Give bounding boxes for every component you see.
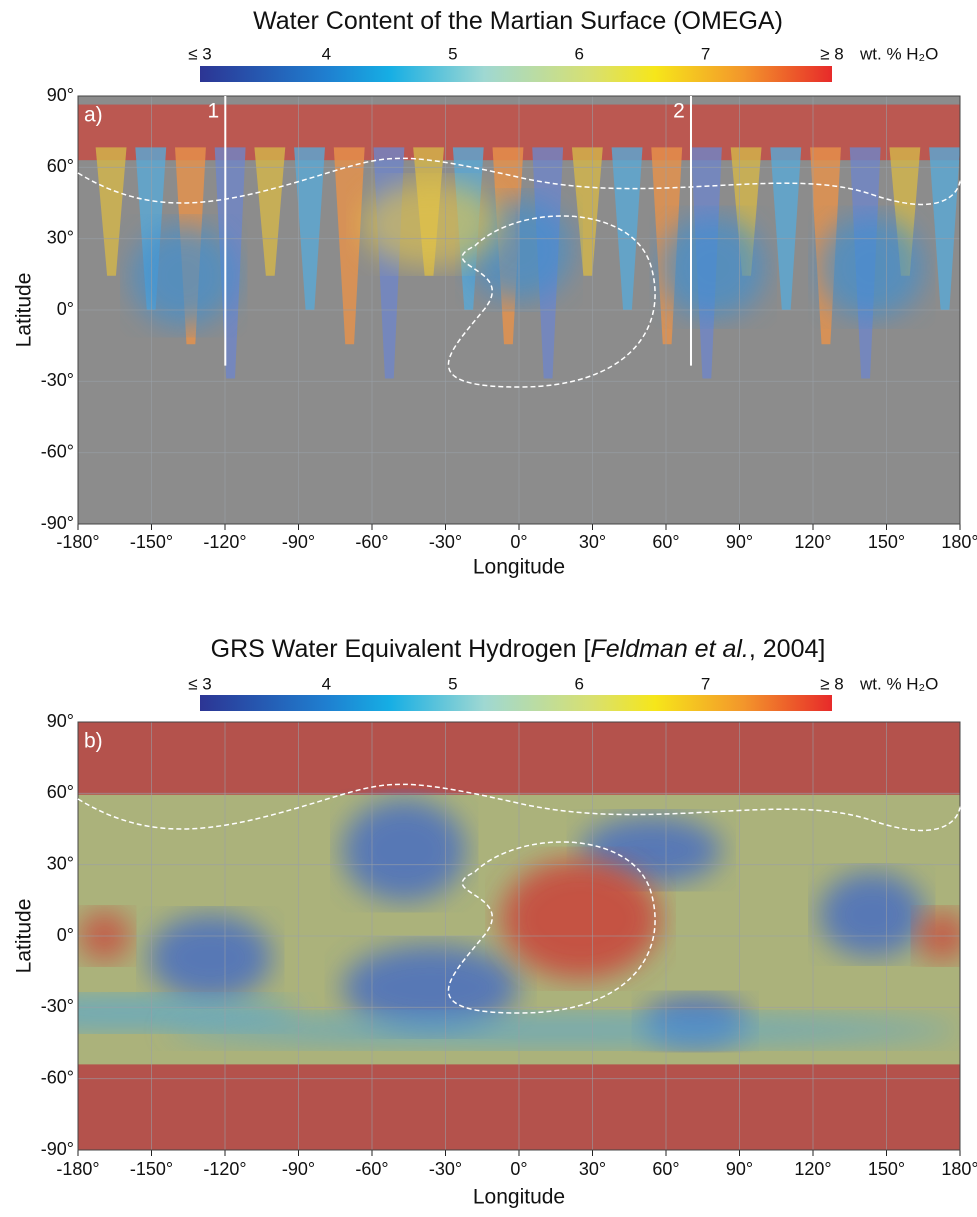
water-region — [149, 915, 272, 1001]
x-tick-label: 60° — [652, 1159, 679, 1179]
x-tick-label: 180° — [941, 1159, 977, 1179]
colorbar — [200, 66, 832, 82]
water-region — [819, 872, 925, 958]
colorbar-tick-label: 7 — [701, 44, 710, 63]
y-tick-label: -30° — [41, 370, 74, 390]
panel-label: b) — [84, 730, 103, 753]
colorbar-tick-label: 6 — [574, 44, 583, 63]
colorbar-tick-label: 6 — [574, 674, 583, 693]
colorbar-tick-label: 4 — [322, 674, 331, 693]
profile-label: 1 — [207, 100, 219, 123]
water-region — [131, 224, 237, 327]
colorbar-tick-label: ≤ 3 — [188, 674, 212, 693]
x-tick-label: 0° — [510, 532, 527, 552]
title-part: Feldman et al. — [590, 635, 748, 663]
x-tick-label: 60° — [652, 532, 679, 552]
y-tick-label: -90° — [41, 1139, 74, 1159]
panel-title: GRS Water Equivalent Hydrogen [Feldman e… — [211, 635, 826, 663]
x-axis-title: Longitude — [473, 1186, 565, 1209]
panel-title: Water Content of the Martian Surface (OM… — [253, 7, 783, 35]
y-axis-title: Latitude — [13, 899, 36, 974]
y-tick-label: 60° — [47, 782, 74, 802]
x-tick-label: 150° — [868, 532, 905, 552]
x-tick-label: -90° — [282, 1159, 315, 1179]
x-tick-label: -150° — [130, 1159, 173, 1179]
y-tick-label: 90° — [47, 85, 74, 105]
y-tick-label: 0° — [57, 299, 74, 319]
y-tick-label: 60° — [47, 156, 74, 176]
x-tick-label: -180° — [56, 532, 99, 552]
x-tick-label: -30° — [429, 532, 462, 552]
x-tick-label: 150° — [868, 1159, 905, 1179]
water-region — [819, 216, 925, 319]
water-region — [343, 799, 466, 902]
colorbar-tick-label: 7 — [701, 674, 710, 693]
x-tick-label: -60° — [355, 532, 388, 552]
water-region — [360, 182, 501, 268]
x-tick-label: -90° — [282, 532, 315, 552]
y-tick-label: -60° — [41, 1067, 74, 1087]
y-tick-label: -60° — [41, 441, 74, 461]
x-tick-label: 180° — [941, 532, 977, 552]
water-region — [501, 859, 660, 979]
title-part: Water Content of the Martian Surface (OM… — [253, 7, 783, 35]
x-axis-title: Longitude — [473, 556, 565, 579]
colorbar — [200, 695, 832, 711]
panel-label: a) — [84, 104, 103, 127]
x-tick-label: 120° — [794, 532, 831, 552]
x-tick-label: -180° — [56, 1159, 99, 1179]
y-tick-label: 90° — [47, 711, 74, 731]
title-part: GRS Water Equivalent Hydrogen [ — [211, 635, 591, 663]
water-region — [166, 1013, 960, 1047]
x-tick-label: -60° — [355, 1159, 388, 1179]
colorbar-unit: wt. % H₂O — [859, 44, 938, 63]
x-tick-label: 120° — [794, 1159, 831, 1179]
x-tick-label: 90° — [726, 532, 753, 552]
x-tick-label: 30° — [579, 532, 606, 552]
colorbar-tick-label: ≥ 8 — [820, 674, 844, 693]
x-tick-label: -120° — [203, 1159, 246, 1179]
colorbar-tick-label: 5 — [448, 674, 457, 693]
figure: Water Content of the Martian Surface (OM… — [0, 0, 977, 1212]
y-tick-label: 30° — [47, 227, 74, 247]
x-tick-label: -150° — [130, 532, 173, 552]
x-tick-label: 30° — [579, 1159, 606, 1179]
x-tick-label: 0° — [510, 1159, 527, 1179]
water-region — [660, 216, 766, 319]
y-tick-label: 30° — [47, 853, 74, 873]
title-part: , 2004] — [749, 635, 825, 663]
y-tick-label: -90° — [41, 513, 74, 533]
colorbar-tick-label: ≥ 8 — [820, 44, 844, 63]
profile-label: 2 — [673, 100, 685, 123]
y-tick-label: -30° — [41, 996, 74, 1016]
colorbar-tick-label: ≤ 3 — [188, 44, 212, 63]
y-axis-title: Latitude — [13, 273, 36, 348]
x-tick-label: -120° — [203, 532, 246, 552]
x-tick-label: 90° — [726, 1159, 753, 1179]
y-tick-label: 0° — [57, 925, 74, 945]
colorbar-tick-label: 4 — [322, 44, 331, 63]
x-tick-label: -30° — [429, 1159, 462, 1179]
colorbar-tick-label: 5 — [448, 44, 457, 63]
colorbar-unit: wt. % H₂O — [859, 674, 938, 693]
